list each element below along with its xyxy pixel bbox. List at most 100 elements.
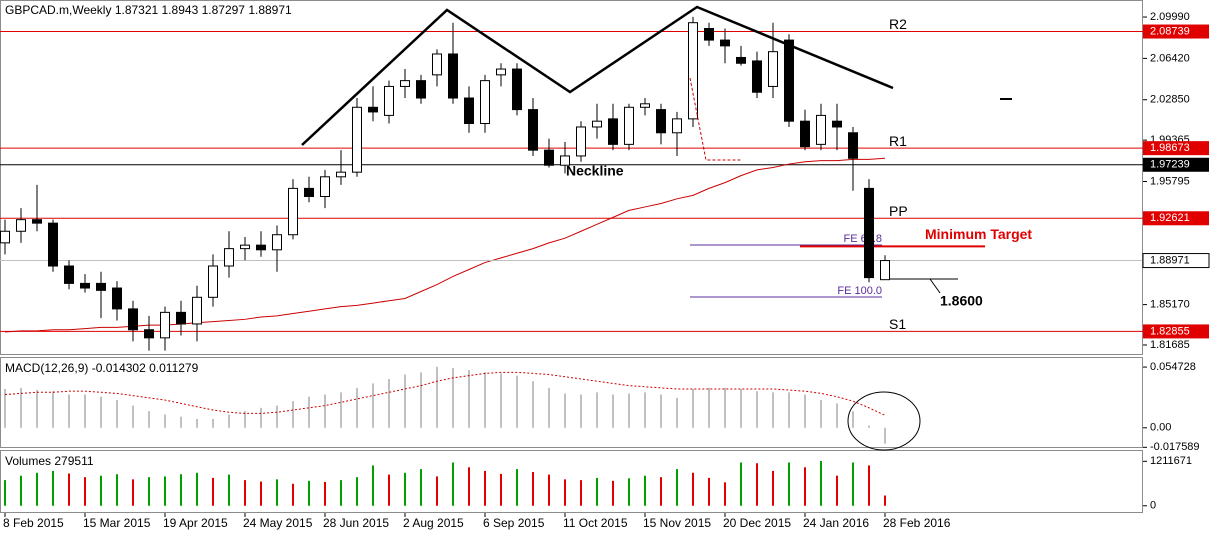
candle-body: [400, 80, 410, 87]
candle-body: [848, 132, 858, 159]
level-box: [1143, 157, 1209, 172]
candle-body: [288, 187, 298, 236]
candle-body: [208, 265, 218, 298]
candle-body: [240, 244, 250, 250]
candle-body: [752, 60, 762, 93]
candle-body: [464, 97, 474, 125]
candle-body: [368, 106, 378, 113]
level-label: Neckline: [566, 162, 624, 178]
candle-body: [560, 155, 570, 166]
volume-name: Volumes: [5, 454, 51, 468]
candle-body: [336, 171, 346, 178]
candle-body: [16, 219, 26, 232]
x-tick-label: 11 Oct 2015: [563, 516, 628, 530]
candle-body: [432, 53, 442, 76]
annotation: 1.8600: [940, 293, 983, 309]
candle-body: [512, 68, 522, 111]
x-tick-label: 15 Mar 2015: [83, 516, 151, 530]
candle-body: [736, 56, 746, 64]
double-top-pattern: [301, 5, 894, 146]
level-value: 1.97239: [1150, 159, 1190, 171]
candle-body: [448, 53, 458, 99]
fibo-label: FE 61.8: [843, 233, 882, 245]
macd-value: -0.014302: [92, 361, 146, 375]
annotation-pointer: [929, 278, 941, 294]
y-tick-label: 2.09990: [1150, 11, 1190, 23]
candle-body: [672, 118, 682, 134]
bid-value: 1.88971: [1150, 254, 1190, 266]
macd-signal: [4, 371, 886, 416]
candle-body: [0, 230, 10, 244]
candle-body: [496, 68, 506, 76]
signal-value: 0.011279: [149, 361, 198, 375]
moving-average: [4, 157, 886, 333]
macd-panel: [0, 357, 1143, 448]
header: GBPCAD.m,Weekly 1.87321 1.8943 1.87297 1…: [5, 3, 292, 17]
candle-body: [640, 103, 650, 108]
candle-body: [176, 311, 186, 325]
candle-body: [112, 287, 122, 310]
y-tick-label: 1.81685: [1150, 339, 1190, 351]
symbol: GBPCAD.m,Weekly: [5, 3, 111, 17]
x-tick-label: 6 Sep 2015: [483, 516, 545, 530]
level-value: 1.82855: [1150, 325, 1190, 337]
candle-body: [656, 109, 666, 134]
candle-body: [320, 176, 330, 198]
level-box: [1143, 141, 1209, 156]
level-box: [1143, 24, 1209, 39]
candle-body: [32, 219, 42, 224]
level-label: R1: [889, 133, 907, 149]
projection-line: [689, 77, 742, 161]
y-tick-label: 0.00: [1150, 422, 1171, 434]
candle-body: [608, 118, 618, 145]
x-tick-label: 24 May 2015: [243, 516, 313, 530]
candle-body: [688, 22, 698, 120]
x-tick-label: 28 Feb 2016: [883, 516, 951, 530]
level-label: R2: [889, 16, 907, 32]
y-tick-label: 2.06420: [1150, 52, 1190, 64]
candle-body: [544, 149, 554, 166]
volume-header: Volumes 279511: [5, 454, 94, 468]
candle-body: [704, 28, 714, 41]
volume-panel: [0, 450, 1143, 513]
x-tick-label: 8 Feb 2015: [3, 516, 64, 530]
candle-body: [624, 106, 634, 145]
candle-body: [160, 311, 170, 339]
macd-name: MACD(12,26,9): [5, 361, 88, 375]
y-tick-label: 0: [1150, 500, 1156, 512]
candle-body: [352, 106, 362, 173]
target-label: Minimum Target: [925, 226, 1032, 242]
macd-header: MACD(12,26,9) -0.014302 0.011279: [5, 361, 199, 375]
fibo-label: FE 100.0: [837, 285, 882, 297]
y-tick-label: -0.017589: [1150, 441, 1200, 453]
header-close: 1.88971: [248, 3, 292, 17]
header-low: 1.87297: [202, 3, 246, 17]
candle-body: [784, 39, 794, 122]
candle-body: [768, 51, 778, 87]
candle-body: [832, 120, 842, 128]
y-tick-label: 0.054728: [1150, 361, 1196, 373]
level-value: 2.08739: [1150, 25, 1190, 37]
candle-body: [384, 85, 394, 116]
candle-body: [816, 114, 826, 145]
candle-body: [304, 187, 314, 198]
candle-body: [272, 234, 282, 251]
candle-body: [592, 120, 602, 128]
candle-body: [144, 329, 154, 339]
candle-body: [416, 80, 426, 99]
x-tick-label: 28 Jun 2015: [323, 516, 389, 530]
level-box: [1143, 324, 1209, 339]
header-open: 1.87321: [115, 3, 159, 17]
candle-body: [800, 120, 810, 148]
candle-body: [880, 260, 890, 281]
candle-body: [576, 126, 586, 157]
candle-body: [256, 244, 266, 251]
highlight-circle: [847, 391, 921, 451]
candle-body: [80, 282, 90, 289]
level-value: 1.98673: [1150, 142, 1190, 154]
x-tick-label: 2 Aug 2015: [403, 516, 464, 530]
candle-body: [48, 222, 58, 267]
level-value: 1.92621: [1150, 212, 1190, 224]
x-tick-label: 15 Nov 2015: [643, 516, 711, 530]
